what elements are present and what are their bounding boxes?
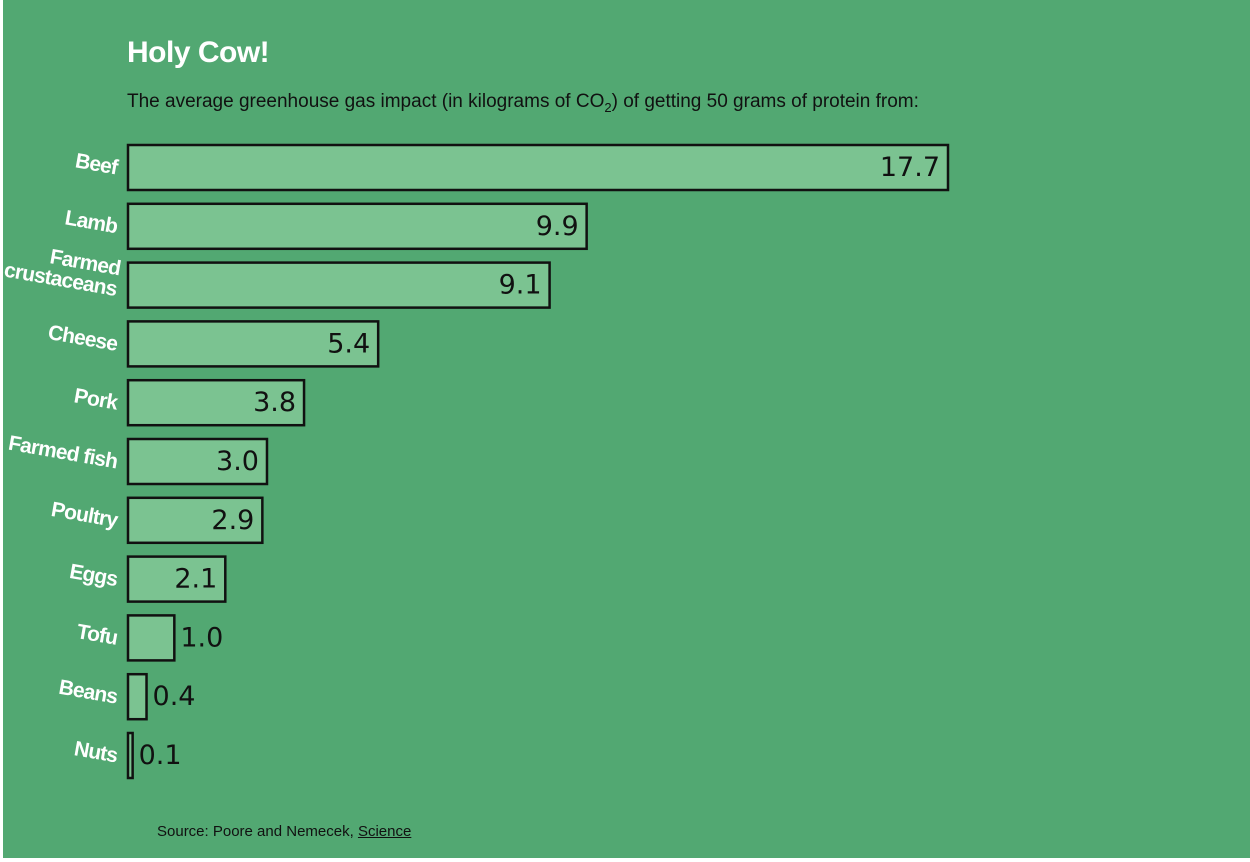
value-label-eggs: 2.1 bbox=[174, 564, 217, 595]
category-label-cheese: Cheese bbox=[46, 321, 119, 356]
value-label-cheese: 5.4 bbox=[327, 328, 370, 359]
source-note: Source: Poore and Nemecek, Science bbox=[157, 822, 411, 842]
chart-subtitle: The average greenhouse gas impact (in ki… bbox=[127, 88, 919, 116]
bar-tofu bbox=[126, 614, 176, 662]
value-label-tofu: 1.0 bbox=[180, 622, 223, 653]
subtitle-text-end: ) of getting 50 grams of protein from: bbox=[611, 91, 919, 112]
source-link[interactable]: Science bbox=[357, 823, 412, 840]
bar-eggs bbox=[126, 555, 227, 603]
category-label-beans: Beans bbox=[57, 676, 119, 709]
value-label-lamb: 9.9 bbox=[536, 211, 579, 242]
bar-beef bbox=[126, 143, 950, 192]
bar-lamb bbox=[126, 202, 588, 251]
bar-farmed-fish bbox=[126, 437, 269, 486]
category-label-farmed-crustaceans: Farmedcrustaceans bbox=[3, 238, 122, 301]
bar-pork bbox=[126, 378, 306, 427]
bar-cheese bbox=[126, 320, 380, 368]
value-label-poultry: 2.9 bbox=[211, 505, 254, 536]
category-label-tofu: Tofu bbox=[75, 620, 119, 650]
chart-title: Holy Cow! bbox=[127, 36, 270, 69]
category-label-poultry: Poultry bbox=[49, 498, 120, 532]
value-label-farmed-crustaceans: 9.1 bbox=[499, 270, 542, 301]
value-label-nuts: 0.1 bbox=[139, 740, 182, 771]
source-text: Source: Poore and Nemecek, bbox=[157, 823, 358, 840]
value-label-beans: 0.4 bbox=[153, 681, 196, 712]
bar-poultry bbox=[126, 496, 264, 545]
bar-chart: 17.7 Beef 9.9 Lamb 9.1 Farmedcrustaceans 5.4 Ch… bbox=[3, 143, 950, 780]
category-label-pork: Pork bbox=[72, 384, 120, 414]
category-label-beef: Beef bbox=[73, 149, 120, 179]
bar-nuts bbox=[126, 731, 134, 780]
value-label-farmed-fish: 3.0 bbox=[216, 446, 259, 477]
value-label-beef: 17.7 bbox=[880, 152, 940, 183]
bars-group: 17.7 Beef 9.9 Lamb 9.1 Farmedcrustaceans 5.4 Ch… bbox=[3, 143, 950, 780]
category-label-eggs: Eggs bbox=[68, 560, 120, 591]
chart-panel: Holy Cow! The average greenhouse gas imp… bbox=[3, 0, 1250, 858]
category-label-farmed-fish: Farmed fish bbox=[7, 432, 120, 474]
subtitle-subscript: 2 bbox=[604, 99, 612, 115]
subtitle-text: The average greenhouse gas impact (in ki… bbox=[127, 91, 605, 112]
value-label-pork: 3.8 bbox=[253, 387, 296, 418]
bar-beans bbox=[126, 672, 148, 721]
bar-farmed-crustaceans bbox=[126, 261, 551, 309]
category-label-nuts: Nuts bbox=[72, 737, 119, 767]
category-label-lamb: Lamb bbox=[63, 206, 119, 238]
